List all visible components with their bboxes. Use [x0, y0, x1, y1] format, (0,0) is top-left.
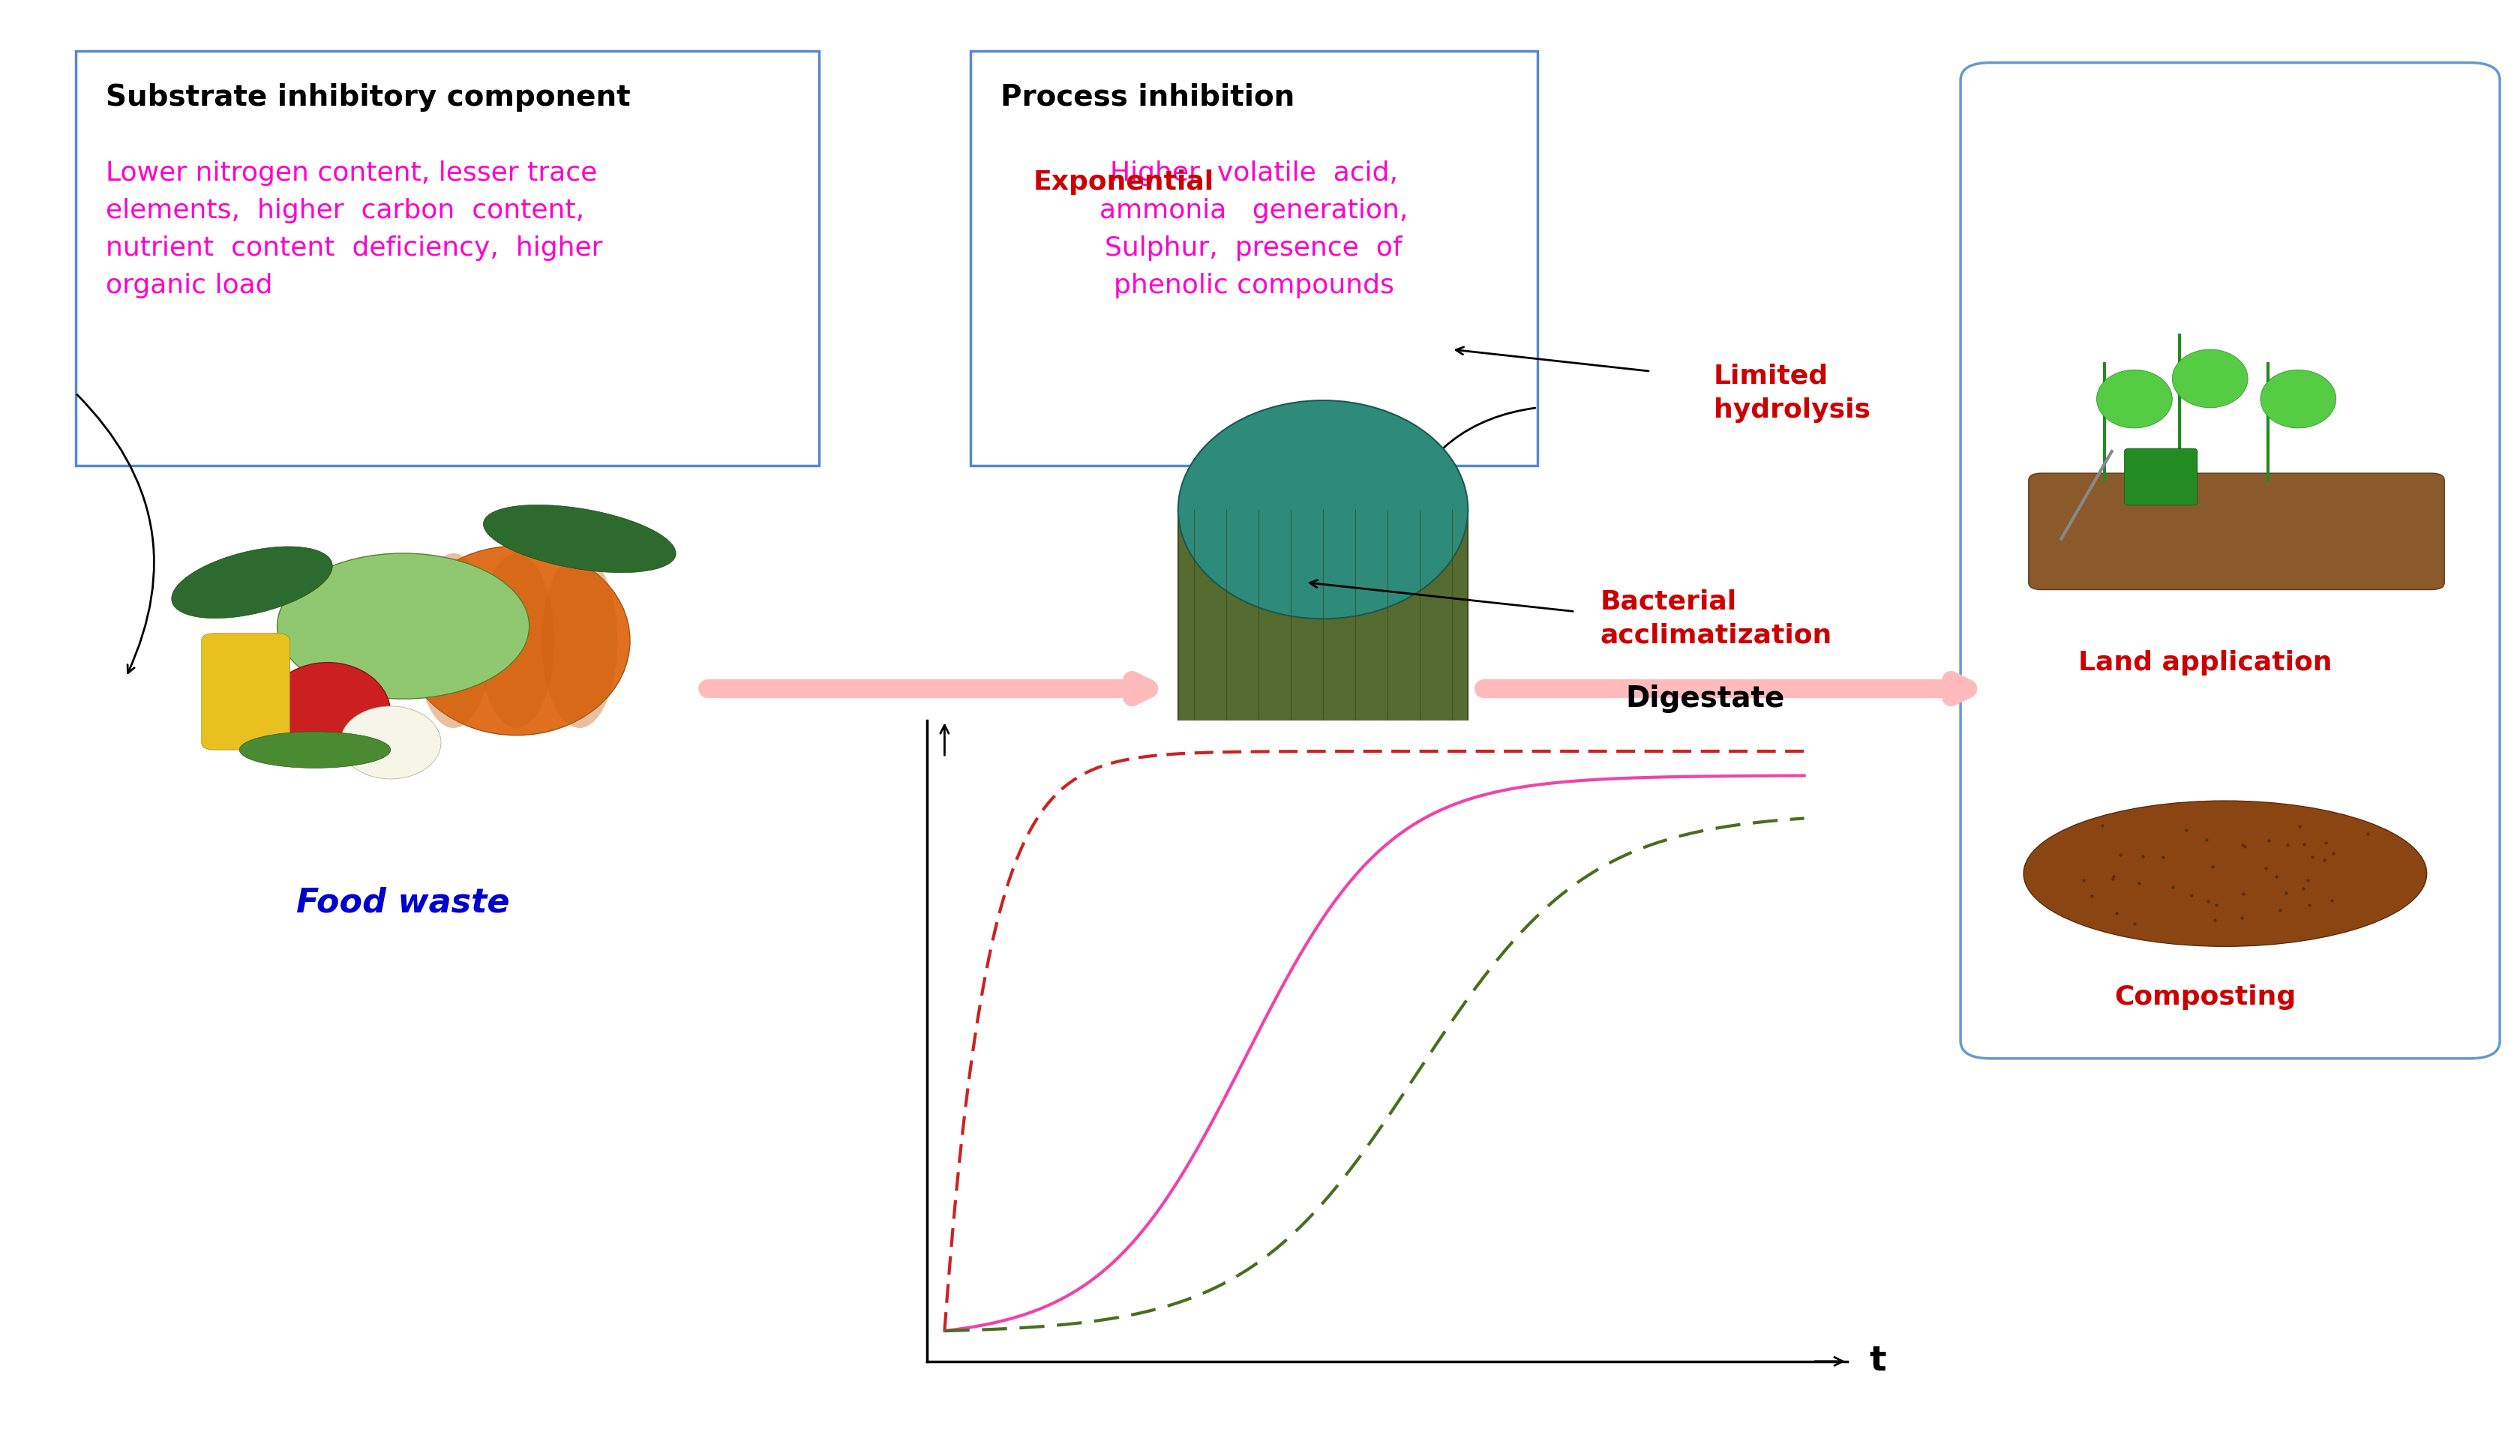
Ellipse shape [484, 505, 675, 572]
Text: Digestate: Digestate [1625, 684, 1784, 713]
Ellipse shape [2260, 370, 2336, 428]
FancyBboxPatch shape [76, 51, 819, 466]
FancyBboxPatch shape [970, 51, 1537, 466]
FancyBboxPatch shape [202, 633, 290, 750]
FancyBboxPatch shape [1961, 63, 2500, 1059]
Text: Exponential: Exponential [1033, 169, 1215, 195]
Ellipse shape [1179, 753, 1467, 789]
Ellipse shape [265, 662, 391, 764]
Ellipse shape [403, 546, 630, 735]
Text: Higher  volatile  acid,
ammonia   generation,
Sulphur,  presence  of
phenolic co: Higher volatile acid, ammonia generation… [1099, 160, 1409, 298]
Text: Substrate inhibitory component: Substrate inhibitory component [106, 83, 630, 112]
Ellipse shape [277, 553, 529, 699]
FancyBboxPatch shape [2029, 473, 2444, 590]
FancyArrowPatch shape [1399, 408, 1535, 513]
Ellipse shape [2172, 349, 2248, 408]
Text: Bacterial
acclimatization: Bacterial acclimatization [1600, 590, 1832, 648]
FancyArrowPatch shape [78, 395, 154, 673]
Text: Process inhibition: Process inhibition [1000, 83, 1295, 112]
Text: Lower nitrogen content, lesser trace
elements,  higher  carbon  content,
nutrien: Lower nitrogen content, lesser trace ele… [106, 160, 602, 298]
Text: Limited
hydrolysis: Limited hydrolysis [1714, 364, 1870, 422]
Ellipse shape [479, 553, 554, 728]
Ellipse shape [2024, 801, 2427, 946]
Text: Biogas: Biogas [1255, 553, 1366, 582]
Ellipse shape [542, 553, 617, 728]
Ellipse shape [171, 546, 333, 619]
Text: Land application: Land application [2079, 649, 2331, 676]
Ellipse shape [340, 706, 441, 779]
FancyBboxPatch shape [1179, 510, 1467, 772]
Text: Composting: Composting [2114, 984, 2296, 1010]
Ellipse shape [416, 553, 491, 728]
Text: t: t [1870, 1344, 1885, 1379]
Text: Food waste: Food waste [297, 887, 509, 919]
FancyBboxPatch shape [2124, 448, 2197, 505]
Ellipse shape [1179, 400, 1467, 619]
Ellipse shape [239, 731, 391, 769]
Ellipse shape [2097, 370, 2172, 428]
